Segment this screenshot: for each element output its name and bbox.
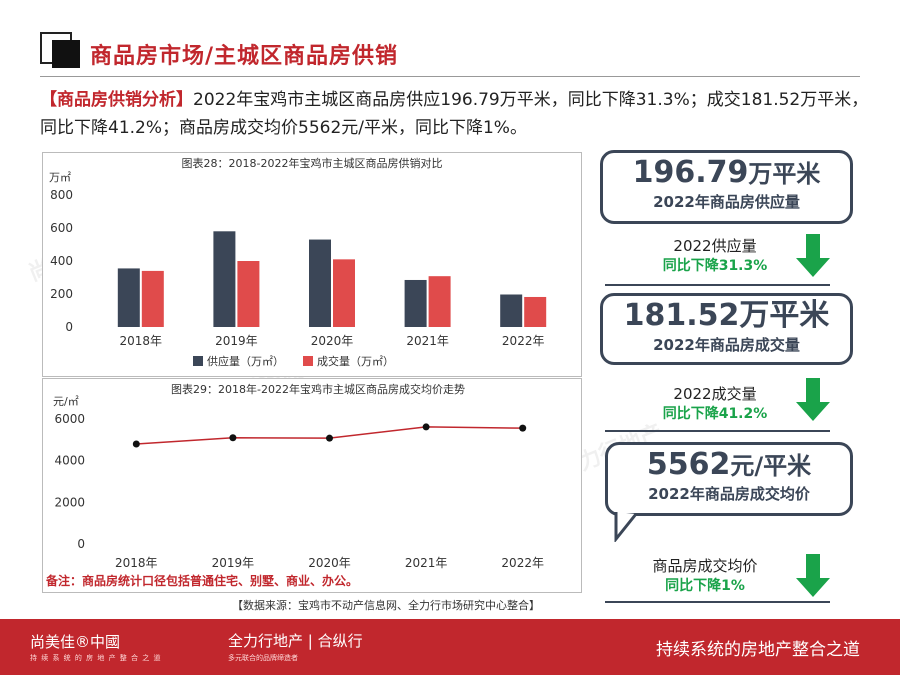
deal-value: 181.52万平米 — [623, 298, 830, 333]
price-point — [422, 423, 430, 431]
chart-title: 图表28：2018-2022年宝鸡市主城区商品房供销对比 — [182, 156, 443, 170]
summary-tag: 【商品房供销分析】 — [40, 90, 193, 110]
data-source: 【数据来源：宝鸡市不动产信息网、全力行市场研究中心整合】 — [232, 599, 540, 612]
supply-yoy: 2022供应量 同比下降31.3% — [640, 236, 790, 276]
down-arrow-icon — [796, 554, 830, 597]
legend-swatch — [193, 356, 203, 366]
y-axis-label: 万㎡ — [49, 171, 71, 184]
summary-paragraph: 【商品房供销分析】2022年宝鸡市主城区商品房供应196.79万平米，同比下降3… — [40, 86, 870, 142]
legend-swatch — [303, 356, 313, 366]
y-tick-label: 6000 — [54, 412, 85, 426]
header-divider — [40, 76, 860, 77]
bar-deal — [524, 296, 547, 327]
x-tick-label: 2020年 — [308, 556, 351, 570]
deal-label: 2022年商品房成交量 — [653, 336, 800, 354]
y-tick-label: 400 — [50, 254, 73, 268]
x-tick-label: 2018年 — [115, 556, 158, 570]
y-tick-label: 200 — [50, 287, 73, 301]
header-square-fill — [52, 40, 80, 68]
price-point — [132, 440, 140, 448]
footer-brand-quanlixing: 全力行地产 | 合纵行 — [228, 632, 363, 650]
chart-title: 图表29：2018年-2022年宝鸡市主城区商品房成交均价走势 — [171, 382, 465, 396]
deal-yoy-title: 2022成交量 — [673, 385, 757, 403]
price-yoy-change: 同比下降1% — [665, 578, 745, 594]
bar-supply — [404, 279, 427, 327]
y-tick-label: 0 — [65, 320, 73, 334]
legend-label: 成交量（万㎡） — [317, 354, 394, 368]
price-point — [229, 434, 237, 442]
deal-yoy-change: 同比下降41.2% — [662, 406, 768, 422]
deal-yoy: 2022成交量 同比下降41.2% — [640, 384, 790, 424]
price-point — [519, 424, 527, 432]
price-value: 5562元/平米 — [646, 447, 812, 482]
price-label: 2022年商品房成交均价 — [648, 485, 810, 503]
speech-tail — [614, 512, 638, 542]
supply-label: 2022年商品房供应量 — [653, 193, 800, 211]
price-trend-chart-panel: 图表29：2018年-2022年宝鸡市主城区商品房成交均价走势元/㎡ 0 2000 4… — [42, 378, 582, 593]
y-tick-label: 2000 — [54, 495, 85, 509]
bar-deal — [333, 259, 355, 327]
footer-brand-shangmeijia: 尚美佳®中國 — [30, 633, 121, 651]
supply-yoy-title: 2022供应量 — [673, 237, 757, 255]
footer-bar: 尚美佳®中國 持 续 系 统 的 房 地 产 整 合 之 道 全力行地产 | 合… — [0, 619, 900, 675]
price-card: 5562元/平米 2022年商品房成交均价 — [605, 442, 853, 516]
down-arrow-icon — [796, 378, 830, 421]
supply-yoy-divider — [605, 284, 830, 286]
supply-card: 196.79万平米 2022年商品房供应量 — [600, 150, 853, 224]
footer-slogan: 持续系统的房地产整合之道 — [656, 640, 860, 660]
bar-deal — [141, 270, 164, 327]
bar-supply — [500, 294, 523, 327]
bar-supply — [213, 231, 236, 327]
deal-yoy-divider — [605, 430, 830, 432]
y-tick-label: 4000 — [54, 454, 85, 468]
x-tick-label: 2019年 — [212, 556, 255, 570]
price-yoy-title: 商品房成交均价 — [652, 557, 758, 575]
legend-label: 供应量（万㎡） — [207, 354, 284, 368]
price-yoy-divider — [605, 601, 830, 603]
chart-note: 备注：商品房统计口径包括普通住宅、别墅、商业、办公。 — [46, 574, 359, 588]
supply-deal-chart-panel: 图表28：2018-2022年宝鸡市主城区商品房供销对比万㎡ 0 200 400 600… — [42, 152, 582, 377]
bar-supply — [117, 268, 140, 327]
price-point — [326, 434, 333, 442]
bar-deal — [428, 276, 451, 327]
footer-brand-quanlixing-sub: 多元联合的品牌缔造者 — [228, 654, 298, 662]
x-tick-label: 2022年 — [502, 334, 545, 348]
supply-value: 196.79万平米 — [632, 155, 821, 190]
summary-text: 2022年宝鸡市主城区商品房供应196.79万平米，同比下降31.3%；成交18… — [40, 90, 869, 138]
supply-yoy-change: 同比下降31.3% — [662, 258, 768, 274]
x-tick-label: 2018年 — [120, 334, 163, 348]
deal-card: 181.52万平米 2022年商品房成交量 — [600, 293, 853, 365]
y-axis-label: 元/㎡ — [53, 395, 79, 408]
x-tick-label: 2022年 — [501, 556, 544, 570]
down-arrow-icon — [796, 234, 830, 277]
footer-brand-shangmeijia-sub: 持 续 系 统 的 房 地 产 整 合 之 道 — [30, 654, 162, 662]
y-tick-label: 800 — [50, 188, 73, 202]
bar-deal — [237, 261, 260, 327]
x-tick-label: 2020年 — [311, 334, 354, 348]
x-tick-label: 2021年 — [406, 334, 449, 348]
bar-supply — [309, 239, 331, 327]
y-tick-label: 600 — [50, 221, 73, 235]
x-tick-label: 2021年 — [405, 556, 448, 570]
y-tick-label: 0 — [77, 537, 85, 551]
page-title: 商品房市场/主城区商品房供销 — [90, 44, 399, 69]
price-yoy: 商品房成交均价 同比下降1% — [630, 556, 780, 596]
x-tick-label: 2019年 — [215, 334, 258, 348]
